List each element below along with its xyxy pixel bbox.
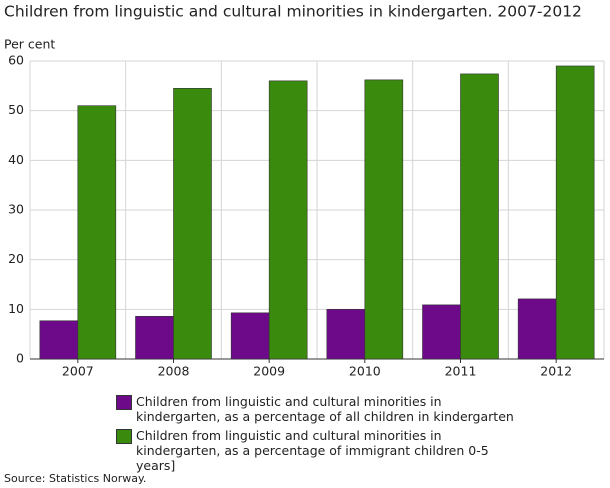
x-tick-label: 2008 bbox=[158, 364, 190, 379]
y-tick-label: 10 bbox=[8, 301, 24, 316]
bar bbox=[135, 315, 174, 360]
y-tick-label: 20 bbox=[8, 251, 24, 266]
bar bbox=[77, 105, 117, 360]
x-tick-label: 2007 bbox=[62, 364, 94, 379]
x-tick-label: 2010 bbox=[349, 364, 381, 379]
legend: Children from linguistic and cultural mi… bbox=[116, 394, 536, 477]
chart-title: Children from linguistic and cultural mi… bbox=[4, 3, 582, 21]
bar bbox=[268, 80, 308, 360]
legend-swatch bbox=[116, 429, 132, 444]
bar bbox=[326, 309, 366, 360]
bar bbox=[230, 312, 270, 360]
legend-swatch bbox=[116, 395, 132, 410]
y-tick-label: 60 bbox=[8, 53, 24, 68]
source: Source: Statistics Norway. bbox=[4, 472, 146, 485]
x-tick-label: 2012 bbox=[540, 364, 572, 379]
bar bbox=[460, 73, 499, 360]
y-axis-label: Per cent bbox=[4, 37, 55, 52]
x-tick-label: 2011 bbox=[445, 364, 477, 379]
bar bbox=[422, 304, 461, 360]
x-tick-label: 2009 bbox=[253, 364, 285, 379]
legend-item: Children from linguistic and cultural mi… bbox=[116, 394, 526, 424]
bar bbox=[173, 88, 212, 360]
legend-label: Children from linguistic and cultural mi… bbox=[136, 394, 514, 424]
y-tick-label: 50 bbox=[8, 102, 24, 117]
bar bbox=[555, 65, 595, 360]
legend-label: Children from linguistic and cultural mi… bbox=[136, 428, 489, 473]
bar bbox=[39, 320, 79, 360]
bar bbox=[517, 298, 557, 360]
y-tick-label: 30 bbox=[8, 202, 24, 217]
legend-item: Children from linguistic and cultural mi… bbox=[116, 428, 526, 473]
y-tick-label: 40 bbox=[8, 152, 24, 167]
y-tick-label: 0 bbox=[16, 351, 24, 366]
bar bbox=[364, 79, 404, 360]
